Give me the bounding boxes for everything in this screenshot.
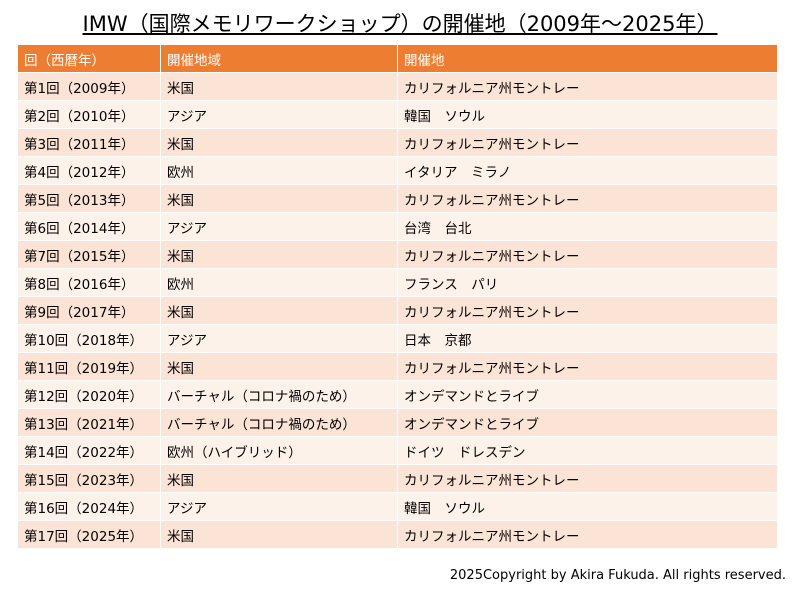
table-cell: フランス パリ xyxy=(397,268,778,297)
table-row: 第11回（2019年） 米国 カリフォルニア州モントレー xyxy=(17,352,778,381)
header-cell: 開催地 xyxy=(397,44,778,73)
table-cell: 米国 xyxy=(160,520,398,549)
table-row: 第17回（2025年） 米国 カリフォルニア州モントレー xyxy=(17,520,778,549)
table-row: 第15回（2023年） 米国 カリフォルニア州モントレー xyxy=(17,464,778,493)
table-row: 第10回（2018年） アジア 日本 京都 xyxy=(17,324,778,353)
table-cell: 第4回（2012年） xyxy=(17,156,161,185)
table-cell: カリフォルニア州モントレー xyxy=(397,520,778,549)
table-cell: 米国 xyxy=(160,296,398,325)
table-cell: アジア xyxy=(160,212,398,241)
table-cell: カリフォルニア州モントレー xyxy=(397,464,778,493)
table-row: 第4回（2012年） 欧州 イタリア ミラノ xyxy=(17,156,778,185)
table-cell: 第10回（2018年） xyxy=(17,324,161,353)
table-row: 第1回（2009年） 米国 カリフォルニア州モントレー xyxy=(17,72,778,101)
table-cell: 第12回（2020年） xyxy=(17,380,161,409)
table-cell: カリフォルニア州モントレー xyxy=(397,184,778,213)
table-cell: カリフォルニア州モントレー xyxy=(397,240,778,269)
table-cell: 第2回（2010年） xyxy=(17,100,161,129)
table-cell: 第7回（2015年） xyxy=(17,240,161,269)
table-cell: アジア xyxy=(160,324,398,353)
table-cell: 米国 xyxy=(160,128,398,157)
table: 回（西暦年） 開催地域 開催地 第1回（2009年） 米国 カリフォルニア州モントレー第… xyxy=(17,44,778,549)
table-cell: 欧州 xyxy=(160,156,398,185)
table-row: 第16回（2024年） アジア 韓国 ソウル xyxy=(17,492,778,521)
table-cell: 台湾 台北 xyxy=(397,212,778,241)
table-cell: カリフォルニア州モントレー xyxy=(397,296,778,325)
table-cell: 韓国 ソウル xyxy=(397,492,778,521)
table-row: 第12回（2020年） バーチャル（コロナ禍のため） オンデマンドとライブ xyxy=(17,380,778,409)
table-cell: 米国 xyxy=(160,184,398,213)
table-cell: 第8回（2016年） xyxy=(17,268,161,297)
table-cell: アジア xyxy=(160,492,398,521)
table-cell: アジア xyxy=(160,100,398,129)
title: IMW（国際メモリワークショップ）の開催地（2009年～2025年） xyxy=(82,12,718,36)
header-cell: 開催地域 xyxy=(160,44,398,73)
table-cell: 日本 京都 xyxy=(397,324,778,353)
table-cell: 米国 xyxy=(160,72,398,101)
table-cell: ドイツ ドレスデン xyxy=(397,436,778,465)
header-cell: 回（西暦年） xyxy=(17,44,161,73)
table-row: 第13回（2021年） バーチャル（コロナ禍のため） オンデマンドとライブ xyxy=(17,408,778,437)
table-cell: 第15回（2023年） xyxy=(17,464,161,493)
table-cell: 欧州 xyxy=(160,268,398,297)
table-cell: 第1回（2009年） xyxy=(17,72,161,101)
table-cell: 第5回（2013年） xyxy=(17,184,161,213)
table-header: 回（西暦年） 開催地域 開催地 xyxy=(17,44,778,73)
table-cell: オンデマンドとライブ xyxy=(397,380,778,409)
table-cell: カリフォルニア州モントレー xyxy=(397,72,778,101)
table-cell: オンデマンドとライブ xyxy=(397,408,778,437)
table-row: 第6回（2014年） アジア 台湾 台北 xyxy=(17,212,778,241)
table-cell: 第13回（2021年） xyxy=(17,408,161,437)
table-cell: 第17回（2025年） xyxy=(17,520,161,549)
table-cell: 第16回（2024年） xyxy=(17,492,161,521)
table-cell: 第9回（2017年） xyxy=(17,296,161,325)
table-row: 第8回（2016年） 欧州 フランス パリ xyxy=(17,268,778,297)
table-cell: カリフォルニア州モントレー xyxy=(397,128,778,157)
table-row: 第5回（2013年） 米国 カリフォルニア州モントレー xyxy=(17,184,778,213)
table-row: 第3回（2011年） 米国 カリフォルニア州モントレー xyxy=(17,128,778,157)
table-cell: 第3回（2011年） xyxy=(17,128,161,157)
table-row: 第9回（2017年） 米国 カリフォルニア州モントレー xyxy=(17,296,778,325)
table-cell: 米国 xyxy=(160,352,398,381)
table-body: 第1回（2009年） 米国 カリフォルニア州モントレー 第2回（2010年） アジア 韓国… xyxy=(17,72,778,549)
table-cell: 第11回（2019年） xyxy=(17,352,161,381)
table-cell: 米国 xyxy=(160,464,398,493)
footer: 2025Copyright by Akira Fukuda. All right… xyxy=(449,568,786,583)
table-cell: 欧州（ハイブリッド） xyxy=(160,436,398,465)
table-cell: 米国 xyxy=(160,240,398,269)
table-row: 第2回（2010年） アジア 韓国 ソウル xyxy=(17,100,778,129)
table-cell: 第6回（2014年） xyxy=(17,212,161,241)
table-cell: 第14回（2022年） xyxy=(17,436,161,465)
table-cell: 韓国 ソウル xyxy=(397,100,778,129)
header-row: 回（西暦年） 開催地域 開催地 xyxy=(17,44,778,73)
table-cell: バーチャル（コロナ禍のため） xyxy=(160,408,398,437)
table-row: 第7回（2015年） 米国 カリフォルニア州モントレー xyxy=(17,240,778,269)
table-cell: カリフォルニア州モントレー xyxy=(397,352,778,381)
table-row: 第14回（2022年） 欧州（ハイブリッド） ドイツ ドレスデン xyxy=(17,436,778,465)
table-cell: イタリア ミラノ xyxy=(397,156,778,185)
table-cell: バーチャル（コロナ禍のため） xyxy=(160,380,398,409)
